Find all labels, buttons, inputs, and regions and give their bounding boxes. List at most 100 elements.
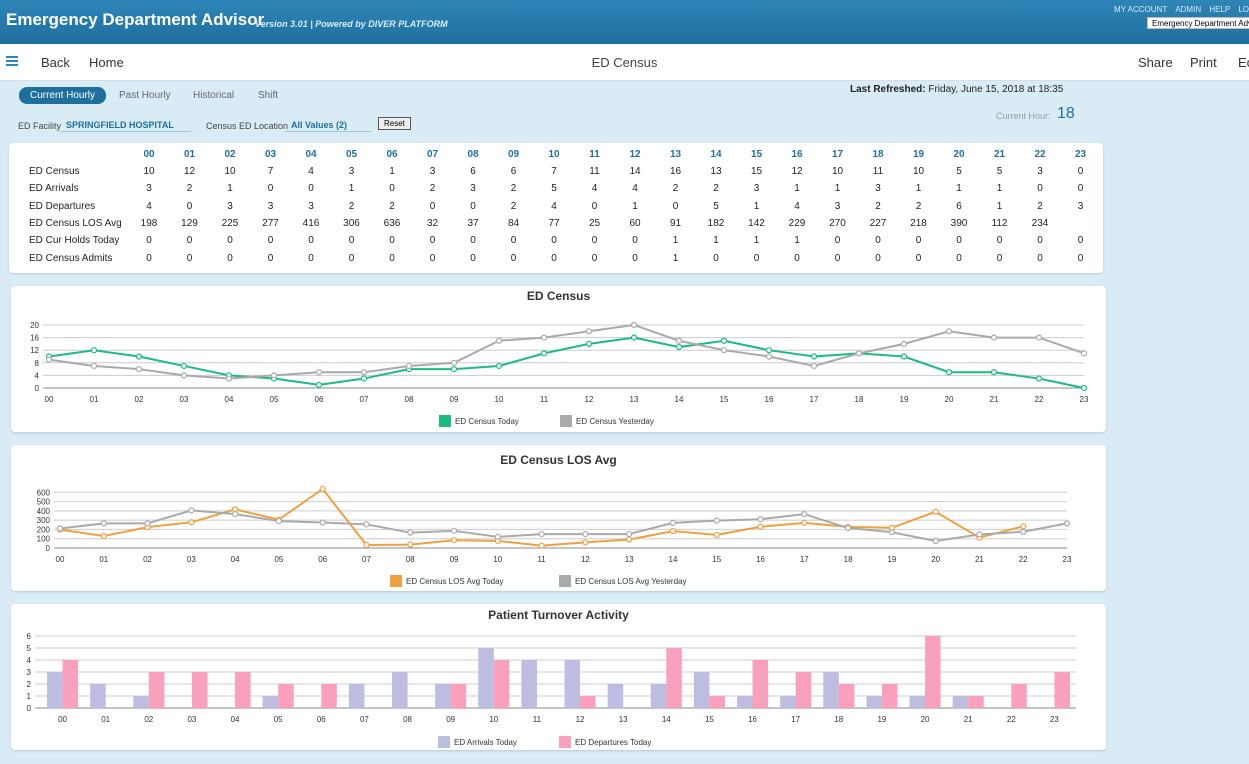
bar [666,648,682,708]
table-cell: 7 [551,166,557,177]
x-tick-label: 12 [576,715,585,724]
last-refreshed: Last Refreshed: Friday, June 15, 2018 at… [850,84,1063,95]
table-cell: 0 [834,252,841,264]
data-point [990,334,998,341]
back-button[interactable]: Back [41,55,70,70]
legend-swatch [439,415,451,427]
location-select[interactable]: All Values (2) [285,118,371,132]
table-cell: 2 [510,183,517,195]
table-cell: 1 [632,200,638,212]
data-point [225,375,233,382]
table-cell: 10 [831,166,844,177]
table-cell: 3 [875,183,881,195]
data-point [675,343,683,351]
my-account-link[interactable]: MY ACCOUNT [1114,5,1168,14]
facility-select[interactable]: SPRINGFIELD HOSPITAL [60,118,191,132]
data-point [232,511,239,518]
tab-shift[interactable]: Shift [258,90,279,101]
table-cell: 4 [591,183,598,195]
table-cell: 0 [632,235,638,247]
print-button[interactable]: Print [1190,55,1217,70]
table-cell: 129 [181,217,198,229]
y-tick-label: 8 [35,359,40,368]
y-tick-label: 0 [27,704,32,713]
tab-historical[interactable]: Historical [193,90,235,101]
home-button[interactable]: Home [89,55,124,70]
data-point [1080,384,1088,392]
help-link[interactable]: HELP [1209,5,1231,14]
last-refreshed-label: Last Refreshed: [850,84,926,95]
table-cell: 12 [791,166,803,177]
table-header-hour: 01 [183,149,196,160]
tab-past-hourly[interactable]: Past Hourly [119,90,171,101]
data-point [538,530,545,538]
app-select-dropdown[interactable]: Emergency Department Advis [1147,17,1249,29]
bar [90,684,106,708]
data-point [757,523,764,530]
table-cell: 0 [389,235,395,247]
x-tick-label: 21 [964,715,973,724]
table-cell: 0 [186,252,193,264]
table-cell: 1 [753,200,760,212]
bar [737,696,753,708]
table-cell: 6 [956,200,962,212]
x-tick-label: 15 [712,555,721,564]
table-cell: 2 [713,183,719,195]
table-cell: 12 [183,166,196,177]
table-cell: 6 [510,166,517,177]
data-point [585,340,593,348]
x-tick-label: 18 [844,555,853,564]
logout-link[interactable]: LO [1238,5,1249,14]
table-cell: 4 [308,166,314,177]
table-cell: 142 [748,217,765,229]
x-tick-label: 17 [791,715,800,724]
menu-icon[interactable] [6,56,18,66]
table-cell: 225 [221,217,239,229]
legend-swatch [560,415,572,427]
data-point [360,375,368,382]
table-header-hour: 05 [345,149,358,160]
reset-button[interactable]: Reset [378,117,411,130]
table-cell: 0 [267,235,274,247]
table-cell: 0 [470,200,476,212]
bar [191,672,208,708]
data-point [1035,375,1043,382]
current-hour-value: 18 [1057,105,1075,122]
share-button[interactable]: Share [1138,55,1173,70]
data-point [900,340,908,348]
edit-button[interactable]: Ec [1238,55,1249,70]
table-header-hour: 18 [872,149,884,160]
x-tick-label: 18 [855,395,864,404]
table-cell: 0 [348,235,355,247]
data-point [765,347,773,354]
table-cell: 3 [146,183,152,195]
tab-current-hourly[interactable]: Current Hourly [19,87,107,104]
data-point [363,521,370,528]
table-cell: 0 [1037,183,1043,195]
x-tick-label: 22 [1007,715,1016,724]
table-cell: 0 [146,252,152,264]
x-tick-label: 08 [405,395,414,404]
data-point [180,372,188,379]
data-point [720,347,728,354]
table-cell: 1 [794,183,800,195]
x-tick-label: 06 [315,395,324,404]
table-cell: 2 [915,200,922,212]
table-cell: 277 [262,217,279,229]
table-cell: 0 [996,252,1003,264]
x-tick-label: 00 [45,395,54,404]
table-row-label: ED Arrivals [29,183,79,195]
x-tick-label: 02 [135,395,144,404]
series-line [59,509,1068,543]
table-cell: 10 [224,166,236,177]
admin-link[interactable]: ADMIN [1175,5,1202,14]
table-cell: 3 [753,183,760,195]
table-cell: 1 [389,166,395,177]
data-point [1080,350,1088,357]
x-tick-label: 18 [834,715,843,724]
data-point [135,353,143,360]
table-cell: 3 [834,200,841,212]
bar [1054,672,1070,708]
